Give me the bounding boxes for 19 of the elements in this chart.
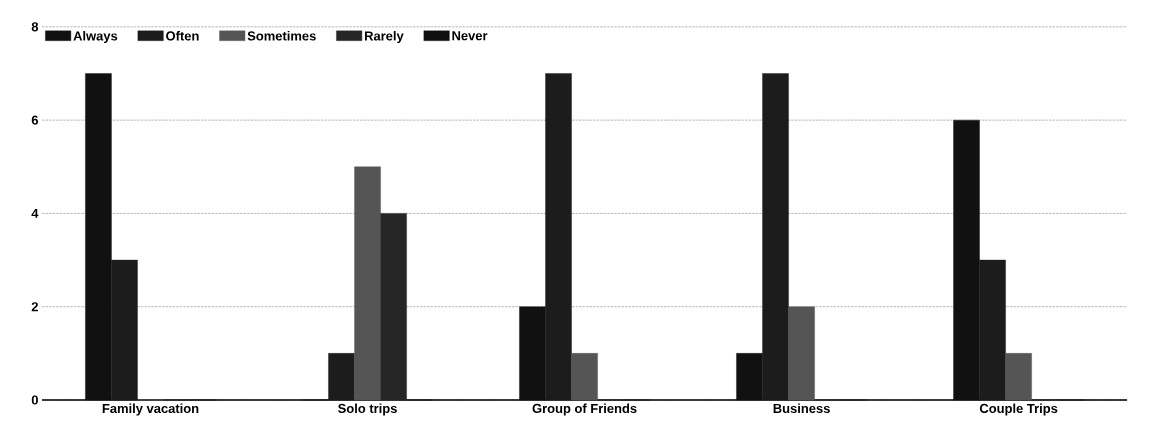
bar <box>354 166 381 401</box>
legend-label: Always <box>73 31 118 44</box>
x-tick-label: Couple Trips <box>979 403 1058 416</box>
bar <box>1005 353 1032 401</box>
x-tick-label: Family vacation <box>102 403 199 416</box>
legend-label: Never <box>452 31 488 41</box>
y-tick-label: 6 <box>31 115 39 125</box>
x-tick-label: Group of Friends <box>532 403 637 416</box>
legend-label: Often <box>166 31 199 41</box>
y-tick-label: 4 <box>31 208 39 218</box>
x-tick-label: Business <box>773 403 830 414</box>
legend-label: Sometimes <box>247 31 316 41</box>
y-tick-label: 8 <box>31 22 39 32</box>
bar <box>571 353 598 401</box>
legend-label: Rarely <box>364 31 404 44</box>
bar <box>380 213 407 401</box>
y-tick-label: 0 <box>31 395 38 405</box>
x-tick-label: Solo trips <box>338 403 397 416</box>
y-tick-label: 2 <box>31 302 38 312</box>
